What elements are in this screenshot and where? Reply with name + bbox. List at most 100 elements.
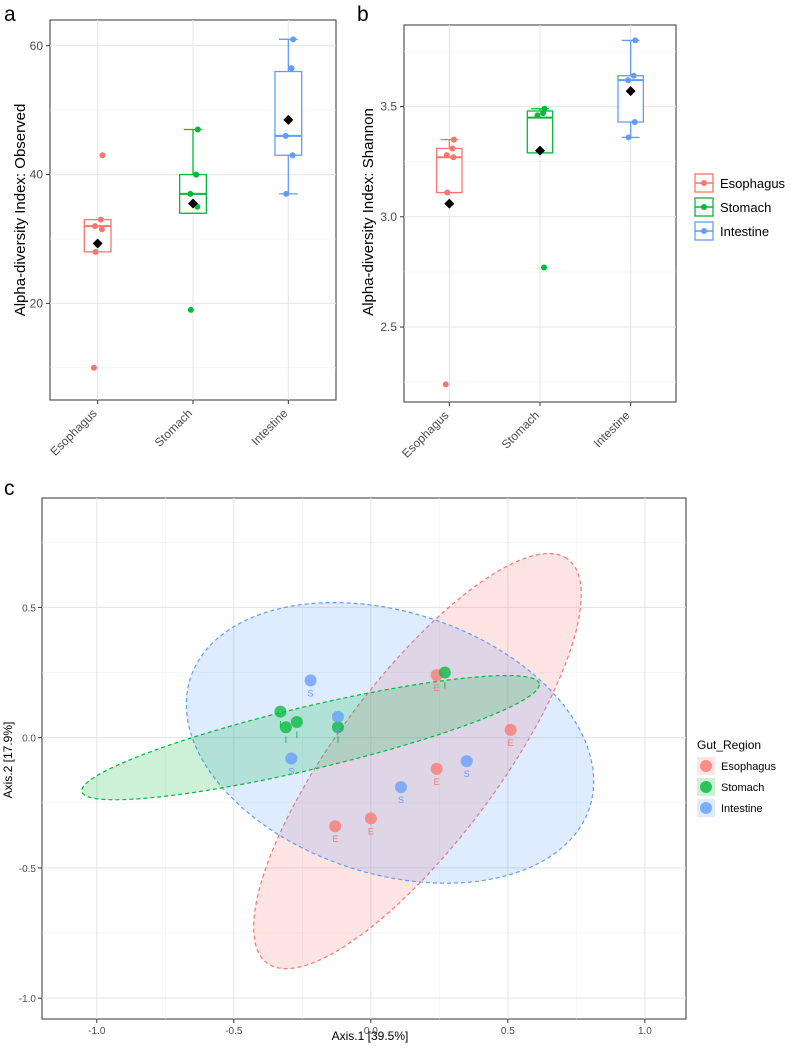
x-tick-label: Stomach (499, 408, 542, 451)
scatter-point (460, 755, 473, 768)
legend-entry-intestine: Intestine (697, 799, 763, 817)
y-tick-label: 20 (30, 296, 44, 310)
b-box-stomach (526, 105, 554, 271)
point-esophagus: E (329, 820, 342, 844)
legend-entry-stomach: Stomach (694, 197, 771, 217)
y-tick-label: 2.5 (380, 320, 397, 334)
scatter-point (279, 721, 292, 734)
data-point (283, 190, 290, 197)
legend-key-point (700, 802, 712, 814)
mean-diamond (444, 198, 455, 209)
scatter-point (329, 820, 342, 833)
legend-key-point (700, 760, 712, 772)
ellipse-stomach (81, 674, 540, 801)
point-label: E (368, 826, 374, 836)
data-point (534, 112, 541, 119)
y-tick-label: 0.0 (22, 734, 36, 745)
panel-letter-c: c (4, 477, 15, 500)
data-point (194, 126, 201, 133)
panel-b: b 2.5 3.0 3.5 Esophagus Stomach Intestine Al… (357, 3, 786, 461)
b-box-esophagus (435, 136, 463, 388)
point-label: S (335, 725, 341, 735)
legend-label: Esophagus (720, 176, 786, 191)
legend-label: Esophagus (721, 761, 777, 773)
point-label: I (279, 720, 282, 730)
legend-b: Esophagus Stomach Intestine (694, 173, 786, 241)
x-axis-title-c: Axis.1 [39.5%] (332, 1029, 409, 1043)
data-point (193, 171, 200, 178)
legend-key-point (700, 781, 712, 793)
legend-entry-intestine: Intestine (694, 221, 769, 241)
scatter-point (438, 666, 451, 679)
b-box-intestine (617, 37, 645, 141)
point-label: E (434, 777, 440, 787)
ellipse-esophagus (252, 552, 582, 970)
y-axis-title-c: Axis.2 [17.9%] (1, 722, 15, 799)
legend-entry-stomach: Stomach (697, 778, 764, 796)
x-tick-label: Stomach (152, 406, 195, 449)
scatter-point (331, 710, 344, 723)
point-label: S (308, 688, 314, 698)
legend-key-point (701, 180, 707, 186)
x-tick-label: Esophagus (47, 406, 99, 458)
legend-entry-esophagus: Esophagus (694, 173, 786, 193)
scatter-point (304, 674, 317, 687)
scatter-point (504, 723, 517, 736)
scatter-point (285, 752, 298, 765)
point-intestine: S (394, 781, 407, 805)
data-point (97, 216, 104, 223)
data-point (187, 190, 194, 197)
point-intestine: S (285, 752, 298, 777)
x-tick-label: 0.0 (364, 1026, 378, 1037)
data-point (288, 65, 295, 72)
legend-label: Intestine (721, 803, 763, 815)
data-point (282, 132, 289, 139)
scatter-point (331, 721, 344, 734)
point-label: I (444, 681, 447, 691)
point-esophagus: E (430, 762, 443, 787)
box-iqr (274, 70, 303, 156)
y-tick-label: 40 (30, 168, 44, 182)
y-axis-title-a: Alpha-diversity Index: Observed (12, 104, 29, 317)
x-tick-label: -1.0 (88, 1026, 106, 1037)
data-point (630, 72, 637, 79)
point-label: S (398, 795, 404, 805)
x-tick-label: Intestine (248, 406, 290, 448)
panel-a: a 20 40 60 Esophagus Stomach Intestine Alpha… (4, 3, 337, 459)
data-point (444, 189, 451, 196)
data-point (187, 306, 194, 313)
data-point (442, 381, 449, 388)
y-tick-label: 0.5 (22, 603, 36, 614)
legend-label: Stomach (721, 782, 764, 794)
data-point (90, 364, 97, 371)
legend-entry-esophagus: Esophagus (697, 757, 777, 775)
legend-c: Gut_Region Esophagus Stomach Intestine (697, 738, 777, 817)
legend-label: Intestine (720, 224, 769, 239)
x-tick-label: 0.5 (501, 1026, 515, 1037)
y-axis-title-b: Alpha-diversity Index: Shannon (360, 108, 377, 316)
ellipse-intestine (185, 601, 595, 884)
a-box-esophagus (83, 152, 112, 371)
legend-key-point (701, 228, 707, 234)
mean-diamond (188, 198, 198, 209)
scatter-point (394, 781, 407, 794)
data-point (99, 152, 106, 159)
data-point (625, 134, 632, 141)
point-intestine: S (304, 674, 317, 698)
point-label: S (464, 769, 470, 779)
data-point (91, 223, 98, 230)
y-tick-label: -1.0 (19, 994, 37, 1005)
point-stomach: I (290, 716, 303, 740)
x-tick-label: 1.0 (638, 1026, 652, 1037)
point-stomach: I (279, 721, 292, 745)
legend-key-point (701, 204, 707, 210)
mean-diamond (92, 238, 103, 249)
mean-diamond (283, 114, 294, 125)
data-point (290, 36, 297, 43)
data-point (631, 119, 638, 126)
y-tick-label: 60 (30, 39, 44, 53)
mean-diamond (535, 145, 545, 156)
data-point (450, 154, 457, 161)
point-label: I (285, 735, 288, 745)
